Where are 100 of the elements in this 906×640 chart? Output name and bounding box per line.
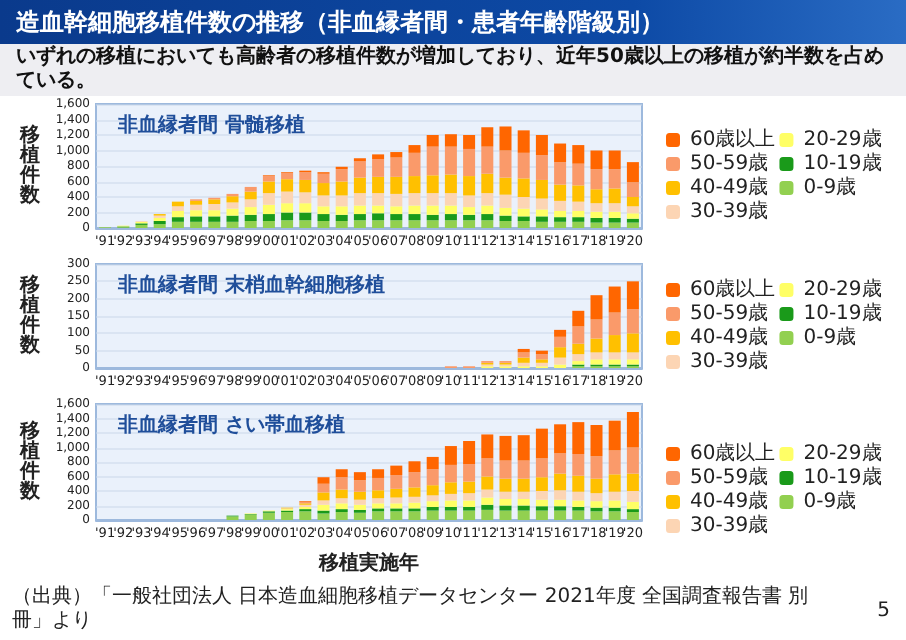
bar [463,176,476,196]
bar [608,150,621,170]
bar [535,477,548,491]
bar [408,214,421,221]
bar [517,498,530,506]
bar [535,499,548,507]
bar [444,220,457,228]
bar [281,203,294,213]
bar [590,295,603,320]
bar [226,208,239,216]
bar [590,501,603,508]
bar [372,220,385,228]
bar [390,152,403,158]
bar [626,352,639,360]
bar [244,514,257,520]
bar [390,465,403,476]
legend-label: 0-9歳 [803,325,857,349]
bar [499,435,512,461]
bar [517,491,530,499]
bar [426,193,439,206]
bar [335,489,348,499]
bar [408,502,421,509]
bar [626,473,639,491]
bar [244,191,257,200]
bar [390,157,403,177]
bar [554,162,567,185]
bar [317,513,330,520]
bar [608,511,621,520]
bar [608,450,621,475]
bar [517,178,530,197]
text: 造血幹細胞移植件数の推移（非血縁者間・患者年齢階級別） [0,0,906,44]
bar [481,434,494,459]
bar [463,148,476,177]
bar [171,210,184,218]
bar [626,197,639,207]
bar [353,220,366,228]
bar [444,493,457,501]
bar [554,424,567,454]
bar [499,215,512,222]
bar [517,216,530,222]
bar [299,212,312,221]
legend-label: 20-29歳 [803,127,882,151]
bar [590,319,603,339]
bar [226,221,239,228]
bar [608,491,621,501]
bar [554,143,567,163]
bar [190,221,203,228]
bar [317,183,330,196]
bar [262,512,275,520]
text: いずれの移植においても高齢者の移植件数が増加しており、近年50歳以上の移植が約半数を占めている。 [0,44,906,96]
bar [481,193,494,206]
bar [499,510,512,520]
bar [244,199,257,208]
bar [353,205,366,215]
bar [317,221,330,228]
bar [608,359,621,365]
bar [372,490,385,499]
bar [499,498,512,506]
bar [481,220,494,228]
bar [535,216,548,222]
bar [408,176,421,194]
bar [171,221,184,228]
legend-label: 20-29歳 [803,277,882,301]
bar [535,491,548,500]
bar [463,195,476,208]
bar [463,464,476,482]
bar [572,354,585,362]
bar [590,456,603,479]
legend-label: 40-49歳 [690,489,769,513]
bar [626,213,639,219]
bar [590,493,603,502]
bar [244,186,257,192]
bar [517,208,530,217]
bar [299,172,312,180]
bar [408,496,421,503]
bar [572,500,585,507]
bar [608,286,621,313]
legend-label: 50-59歳 [690,301,769,325]
legend-label: 40-49歳 [690,325,769,349]
bar [408,152,421,177]
text: 非血縁者間 さい帯血移植 [116,413,345,437]
legend-label: 30-39歳 [690,349,769,373]
bar [499,126,512,151]
bar [244,207,257,215]
bar [463,220,476,228]
bar [390,475,403,489]
bar [444,134,457,147]
bar [244,221,257,228]
bar [554,336,567,348]
bar [590,425,603,457]
bar [390,206,403,215]
y-axis-title: 移植件数 [18,273,42,357]
bar [572,422,585,455]
bar [390,214,403,221]
legend-label: 60歳以上 [690,277,776,301]
bar [262,181,275,194]
bar [317,173,330,184]
bar [554,499,567,507]
bar [572,210,585,218]
bar [535,179,548,199]
